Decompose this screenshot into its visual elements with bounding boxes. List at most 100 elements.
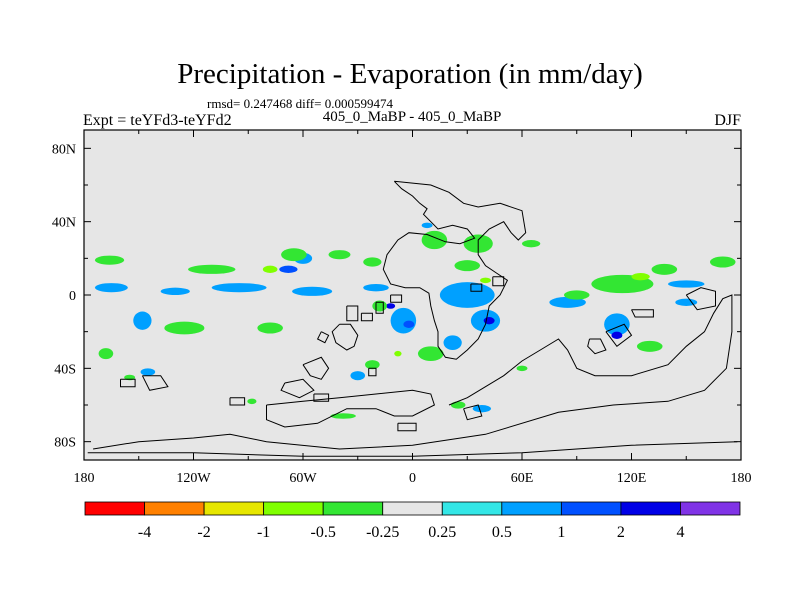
- colorbar-swatch-2: [203, 501, 265, 516]
- contour-region-49: [262, 265, 278, 274]
- coastline-18: [120, 378, 136, 388]
- coastline-21: [463, 404, 483, 421]
- colorbar-label-3: -0.5: [311, 524, 336, 541]
- coastline-23: [360, 312, 373, 322]
- coastline-4: [346, 305, 359, 322]
- contour-region-41: [563, 290, 590, 300]
- contour-region-35: [709, 256, 736, 268]
- map-panel: [83, 129, 742, 461]
- contour-region-34: [651, 263, 678, 275]
- coastline-16: [685, 287, 716, 311]
- map-background: [84, 130, 741, 460]
- colorbar-swatch-0: [84, 501, 145, 516]
- coastline-20: [313, 393, 330, 402]
- x-axis: 180 120W 60W 0 60E 120E 180: [74, 130, 752, 486]
- y-axis: 80N 40N 0 40S 80S: [52, 142, 741, 451]
- contour-region-8: [140, 368, 156, 376]
- contour-region-15: [386, 303, 396, 309]
- coastline-13: [587, 338, 607, 355]
- contour-fill-layer: [94, 222, 736, 419]
- colorbar-label-8: 2: [617, 524, 625, 541]
- contour-region-6: [279, 265, 298, 274]
- contour-region-18: [549, 296, 586, 308]
- x-tick-label-3: 0: [409, 471, 416, 486]
- contour-region-20: [668, 280, 705, 288]
- coastline-0: [382, 180, 527, 360]
- coastline-22: [397, 422, 417, 432]
- y-tick-label-0: 80N: [52, 142, 76, 157]
- contour-region-42: [636, 340, 663, 352]
- contour-region-0: [94, 283, 128, 293]
- coastline-17: [141, 375, 169, 391]
- coastline-5: [390, 294, 403, 303]
- coastline-8: [302, 356, 330, 380]
- coastline-19: [229, 397, 246, 406]
- contour-region-47: [247, 398, 257, 405]
- colorbar-label-1: -2: [197, 524, 210, 541]
- contour-region-2: [211, 283, 267, 293]
- colorbar-swatch-10: [680, 501, 741, 516]
- contour-region-3: [292, 286, 333, 296]
- contour-region-26: [281, 248, 307, 262]
- x-tick-label-0: 180: [74, 471, 95, 486]
- contour-region-21: [421, 222, 433, 229]
- contour-region-7: [133, 311, 152, 330]
- coastline-3: [375, 301, 384, 314]
- contour-region-36: [164, 321, 205, 335]
- contour-region-45: [450, 401, 466, 409]
- x-tick-label-2: 60W: [289, 471, 317, 486]
- contour-region-48: [516, 365, 528, 372]
- contour-region-50: [631, 273, 650, 281]
- coastline-layer: [87, 180, 738, 457]
- coastline-1: [470, 283, 483, 292]
- contour-region-22: [350, 371, 366, 381]
- x-tick-label-6: 180: [731, 471, 752, 486]
- y-tick-label-3: 40S: [54, 362, 76, 377]
- colorbar: -4 -2 -1 -0.5 -0.25 0.25 0.5 1 2 4: [84, 501, 741, 541]
- x-tick-label-1: 120W: [176, 471, 211, 486]
- contour-region-14: [443, 335, 462, 350]
- contour-region-17: [611, 331, 623, 340]
- y-tick-label-2: 0: [69, 289, 76, 304]
- coastline-24: [368, 367, 377, 377]
- colorbar-label-7: 1: [557, 524, 565, 541]
- x-tick-label-5: 120E: [617, 471, 647, 486]
- colorbar-swatch-6: [441, 501, 503, 516]
- season-label: DJF: [714, 112, 741, 129]
- coastline-9: [280, 378, 315, 399]
- colorbar-swatch-4: [322, 501, 384, 516]
- colorbar-label-6: 0.5: [492, 524, 512, 541]
- contour-region-31: [454, 260, 481, 272]
- colorbar-label-4: -0.25: [366, 524, 399, 541]
- colorbar-label-2: -1: [257, 524, 270, 541]
- coastline-14: [605, 323, 633, 348]
- contour-region-24: [94, 255, 125, 265]
- colorbar-swatch-7: [501, 501, 562, 516]
- experiment-label: Expt = teYFd3-teYFd2: [83, 112, 232, 129]
- colorbar-label-0: -4: [138, 524, 151, 541]
- contour-region-23: [472, 405, 491, 413]
- coastline-11: [93, 294, 733, 450]
- contour-region-51: [480, 277, 491, 284]
- y-tick-label-1: 40N: [52, 216, 76, 231]
- y-tick-label-4: 80S: [54, 436, 76, 451]
- colorbar-swatch-5: [382, 501, 443, 516]
- contour-region-46: [330, 413, 356, 419]
- contour-region-11: [439, 282, 495, 308]
- coastline-7: [316, 331, 330, 344]
- colorbar-swatch-3: [263, 501, 324, 516]
- contour-region-52: [394, 350, 402, 357]
- colorbar-swatch-8: [560, 501, 622, 516]
- contour-region-4: [363, 284, 389, 292]
- contour-region-28: [363, 257, 382, 267]
- colorbar-label-5: 0.25: [428, 524, 456, 541]
- period-label: 405_0_MaBP - 405_0_MaBP: [323, 109, 502, 125]
- contour-region-10: [403, 320, 415, 329]
- contour-region-39: [417, 346, 444, 361]
- contour-region-43: [98, 348, 114, 360]
- contour-region-25: [188, 264, 236, 274]
- colorbar-label-9: 4: [676, 524, 684, 541]
- contour-region-29: [421, 230, 448, 250]
- contour-region-19: [675, 298, 698, 307]
- x-tick-label-4: 60E: [511, 471, 534, 486]
